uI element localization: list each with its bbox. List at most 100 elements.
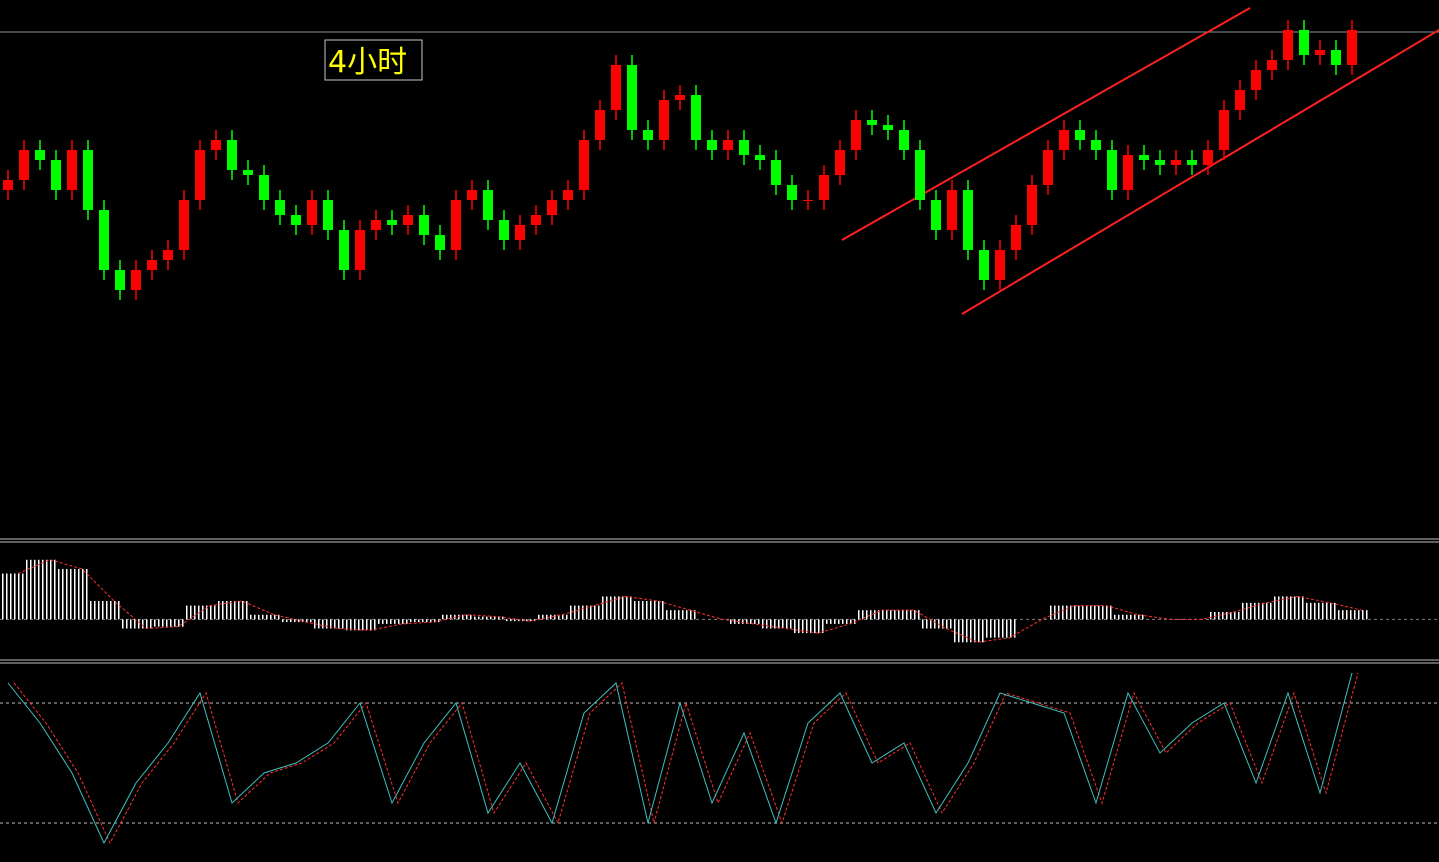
candle-body <box>915 150 925 200</box>
histogram-bar <box>50 559 52 620</box>
histogram-bar <box>1334 602 1336 620</box>
candle-body <box>211 140 221 150</box>
candle-body <box>819 175 829 200</box>
candle-body <box>323 200 333 230</box>
histogram-bar <box>410 619 412 623</box>
histogram-bar <box>742 619 744 624</box>
histogram-bar <box>962 619 964 643</box>
histogram-bar <box>326 619 328 629</box>
histogram-bar <box>1314 602 1316 620</box>
candle-body <box>867 120 877 125</box>
histogram-bar <box>650 601 652 620</box>
candle-body <box>403 215 413 225</box>
histogram-bar <box>202 605 204 620</box>
histogram-bar <box>1086 605 1088 620</box>
histogram-bar <box>950 619 952 629</box>
histogram-bar <box>466 614 468 620</box>
histogram-bar <box>530 619 532 622</box>
histogram-bar <box>750 619 752 624</box>
histogram-bar <box>570 605 572 620</box>
candle-body <box>531 215 541 225</box>
histogram-bar <box>210 605 212 620</box>
candle-body <box>467 190 477 200</box>
candle-body <box>1171 160 1181 165</box>
candle-body <box>1283 30 1293 60</box>
histogram-bar <box>126 619 128 629</box>
histogram-bar <box>386 619 388 624</box>
signal-line <box>17 559 1363 643</box>
histogram-bar <box>54 559 56 620</box>
histogram-bar <box>238 601 240 620</box>
histogram-bar <box>254 614 256 620</box>
histogram-bar <box>278 614 280 620</box>
histogram-bar <box>1006 619 1008 638</box>
histogram-bar <box>74 568 76 620</box>
candle-body <box>675 95 685 100</box>
histogram-bar <box>982 619 984 643</box>
histogram-bar <box>330 619 332 629</box>
candle-body <box>387 220 397 225</box>
histogram-bar <box>1350 610 1352 620</box>
histogram-bar <box>890 610 892 620</box>
histogram-bar <box>98 601 100 620</box>
histogram-bar <box>122 619 124 629</box>
histogram-bar <box>662 601 664 620</box>
candle-body <box>83 150 93 210</box>
histogram-bar <box>1346 610 1348 620</box>
histogram-bar <box>526 619 528 622</box>
histogram-bar <box>358 619 360 631</box>
candle-body <box>723 140 733 150</box>
histogram-bar <box>834 619 836 624</box>
histogram-bar <box>306 619 308 623</box>
candle-body <box>1091 140 1101 150</box>
histogram-bar <box>578 605 580 620</box>
histogram-bar <box>106 601 108 620</box>
candle-body <box>275 200 285 215</box>
histogram-bar <box>1310 602 1312 620</box>
candle-body <box>835 150 845 175</box>
channel-line <box>961 29 1439 315</box>
histogram-bar <box>274 614 276 620</box>
histogram-bar <box>562 614 564 620</box>
histogram-bar <box>1254 602 1256 620</box>
histogram-bar <box>774 619 776 629</box>
histogram-bar <box>1258 602 1260 620</box>
histogram-bar <box>970 619 972 643</box>
histogram-bar <box>678 610 680 620</box>
histogram-bar <box>1114 614 1116 620</box>
histogram-bar <box>1142 614 1144 620</box>
candle-body <box>1347 30 1357 65</box>
candle-body <box>51 160 61 190</box>
histogram-bar <box>610 596 612 620</box>
histogram-bar <box>1274 596 1276 620</box>
histogram-bar <box>146 619 148 629</box>
candle-body <box>259 175 269 200</box>
histogram-bar <box>802 619 804 634</box>
histogram-bar <box>282 619 284 623</box>
histogram-bar <box>674 610 676 620</box>
histogram-bar <box>798 619 800 634</box>
histogram-bar <box>62 568 64 620</box>
histogram-bar <box>990 619 992 638</box>
histogram-bar <box>766 619 768 629</box>
histogram-bar <box>90 601 92 620</box>
histogram-bar <box>1082 605 1084 620</box>
histogram-bar <box>18 573 20 620</box>
histogram-bar <box>986 619 988 638</box>
histogram-bar <box>502 616 504 620</box>
histogram-bar <box>1318 602 1320 620</box>
candle-body <box>595 110 605 140</box>
histogram-bar <box>114 601 116 620</box>
histogram-bar <box>230 601 232 620</box>
candle-body <box>163 250 173 260</box>
histogram-bar <box>806 619 808 634</box>
histogram-bar <box>582 605 584 620</box>
candle-body <box>35 150 45 160</box>
histogram-bar <box>34 559 36 620</box>
histogram-bar <box>1126 614 1128 620</box>
candle-body <box>627 65 637 130</box>
histogram-bar <box>786 619 788 629</box>
histogram-bar <box>946 619 948 629</box>
histogram-bar <box>206 605 208 620</box>
